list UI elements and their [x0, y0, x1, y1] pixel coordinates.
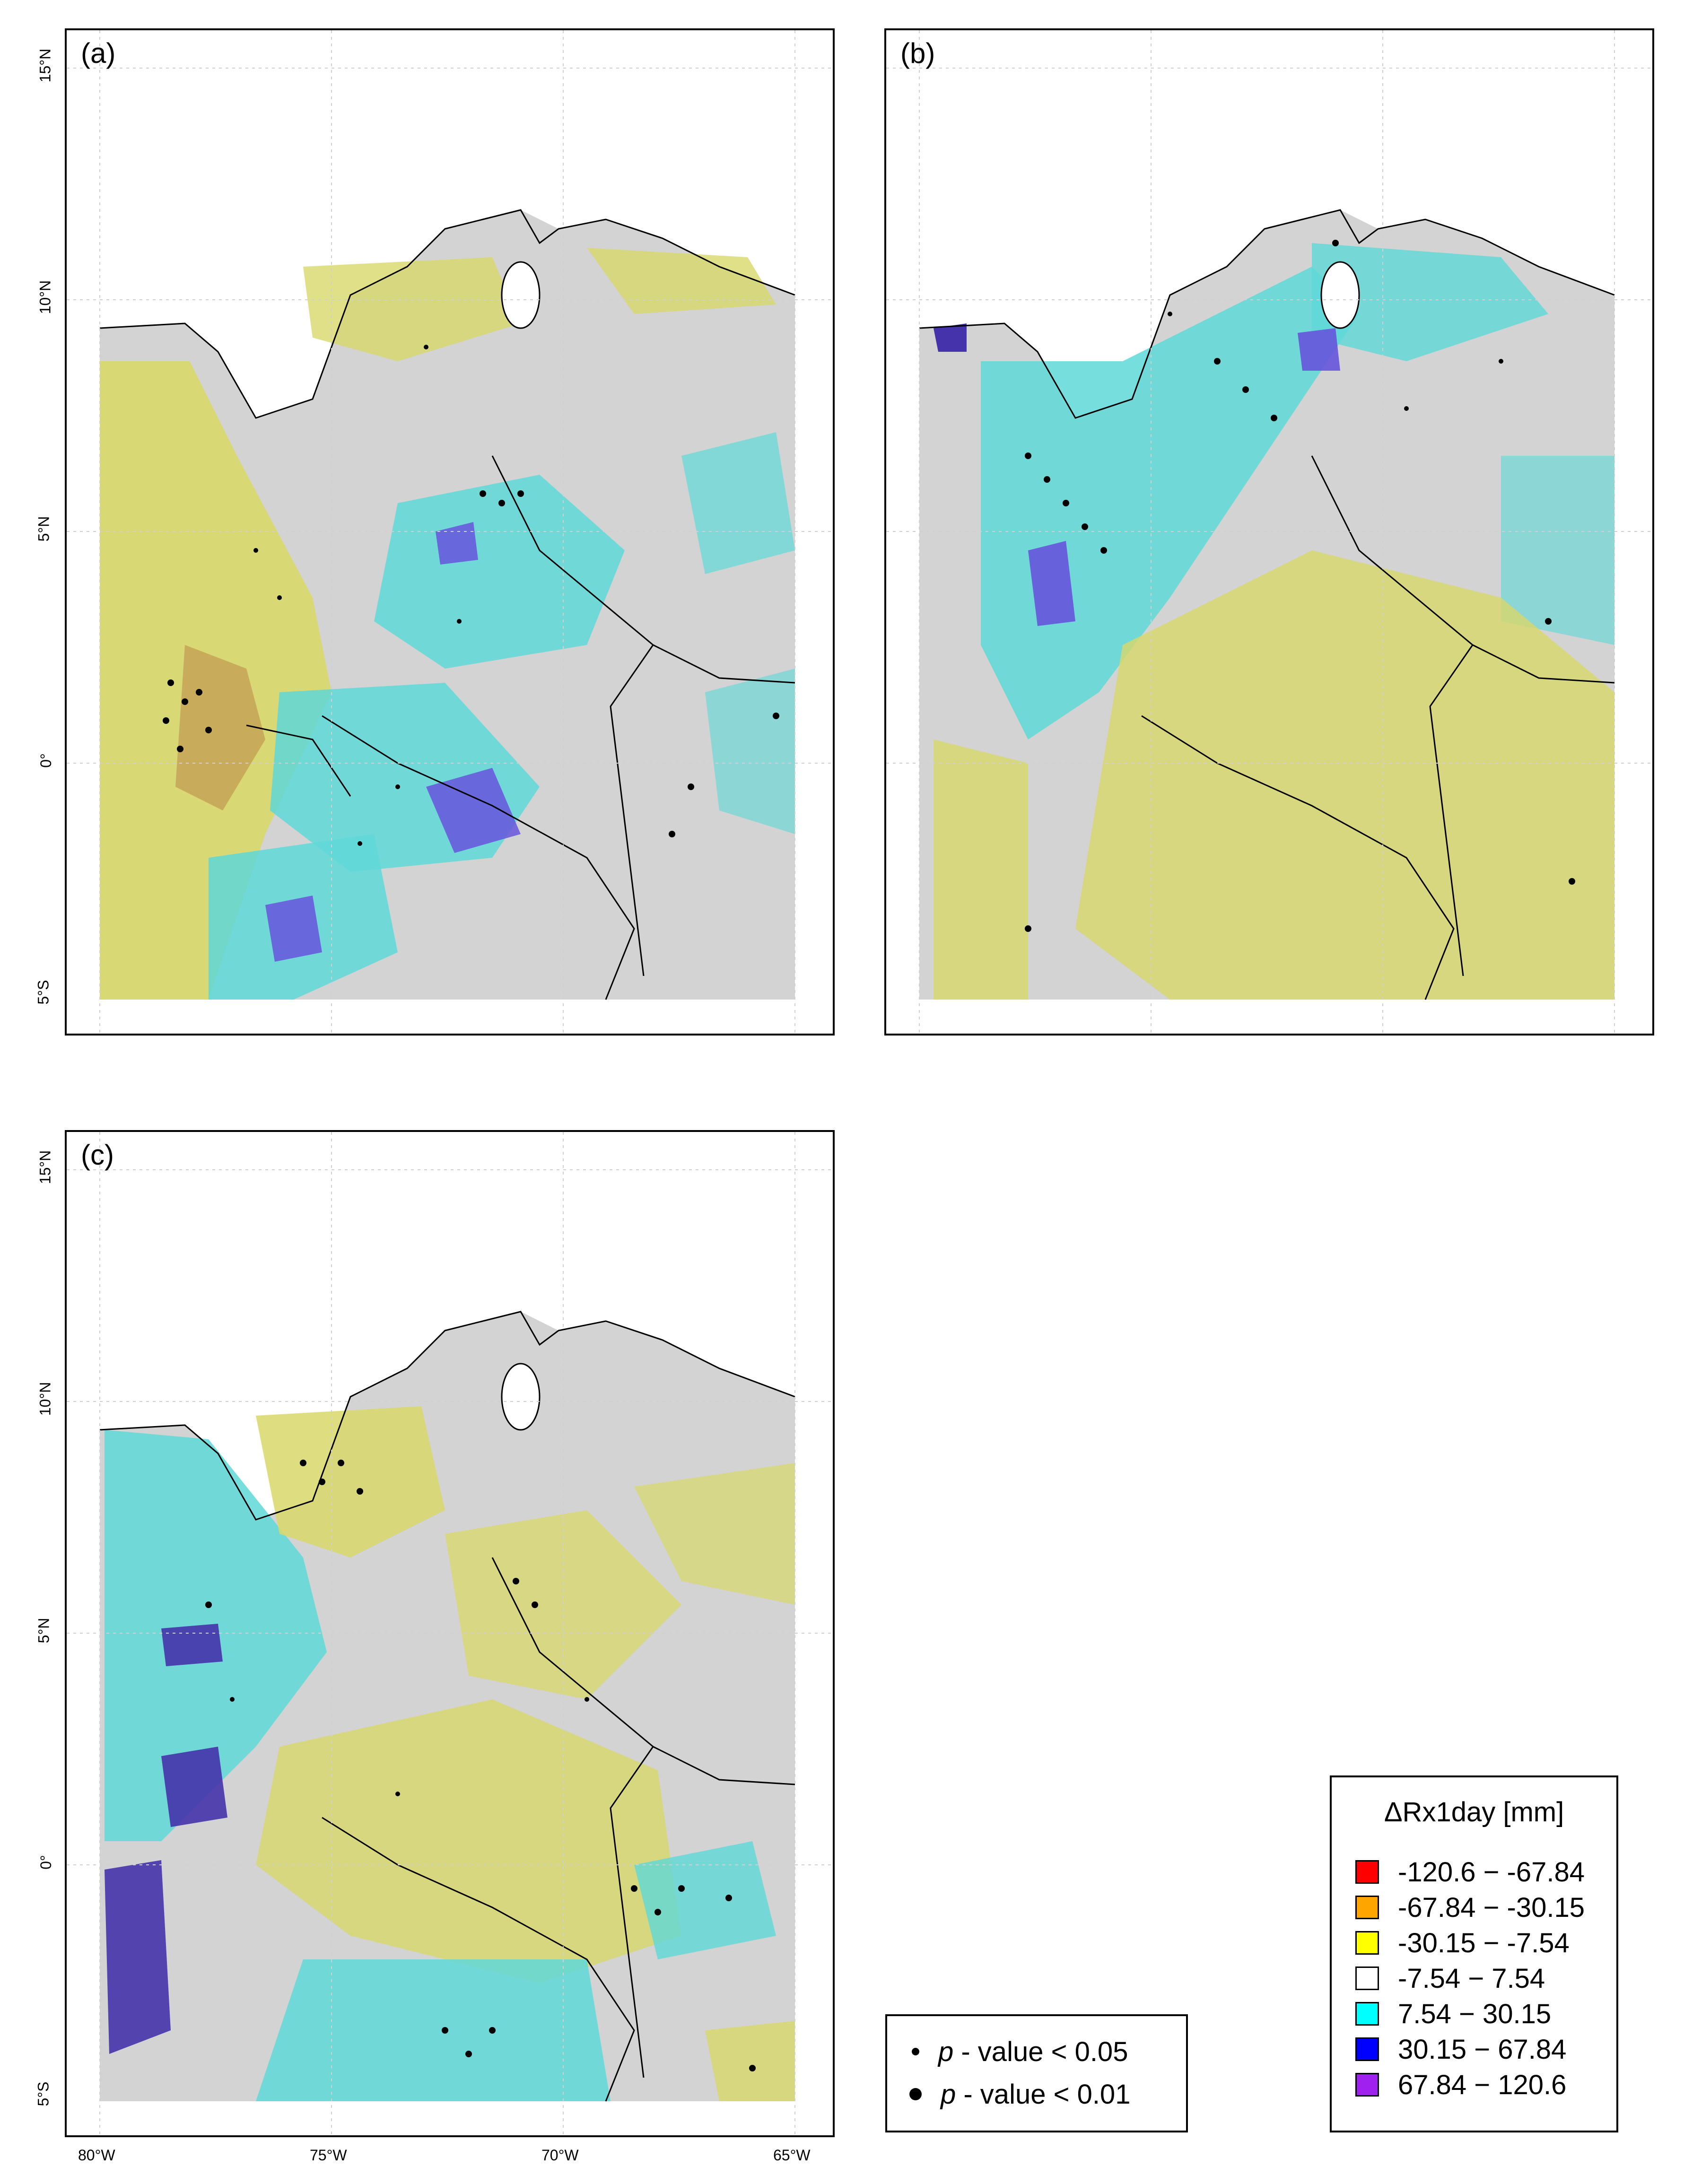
- large-dot-icon: [909, 2088, 922, 2100]
- pvalue-legend: p - value < 0.05 p - value < 0.01: [885, 2014, 1188, 2132]
- lon-label-70w: 70°W: [541, 2147, 579, 2164]
- lon-label-75w: 75°W: [310, 2147, 347, 2164]
- legend-swatch-cyan: [1355, 2002, 1379, 2026]
- color-legend: ΔRx1day [mm] -120.6 − -67.84 -67.84 − -3…: [1330, 1775, 1618, 2132]
- lat-label-0-a: 0°: [37, 753, 54, 768]
- legend-item-1: -120.6 − -67.84: [1355, 1856, 1585, 1888]
- legend-label-7: 67.84 − 120.6: [1398, 2069, 1567, 2100]
- legend-label-2: -67.84 − -30.15: [1398, 1892, 1585, 1923]
- legend-item-4: -7.54 − 7.54: [1355, 1963, 1545, 1994]
- legend-label-4: -7.54 − 7.54: [1398, 1963, 1545, 1994]
- legend-swatch-white: [1355, 1966, 1379, 1990]
- pvalue-text-005: - value < 0.05: [953, 2036, 1128, 2067]
- lat-label-5s-a: 5°S: [35, 980, 52, 1005]
- lon-label-65w: 65°W: [773, 2147, 811, 2164]
- panel-label-a: (a): [81, 37, 116, 69]
- map-b: [886, 30, 1652, 1034]
- legend-item-5: 7.54 − 30.15: [1355, 1998, 1552, 2029]
- legend-swatch-yellow: [1355, 1931, 1379, 1955]
- legend-label-3: -30.15 − -7.54: [1398, 1927, 1570, 1958]
- legend-item-7: 67.84 − 120.6: [1355, 2069, 1567, 2100]
- lat-label-5n-a: 5°N: [35, 516, 52, 542]
- lat-label-0-c: 0°: [37, 1855, 54, 1870]
- lat-label-15n-a: 15°N: [36, 48, 54, 83]
- map-c: [67, 1132, 833, 2135]
- small-dot-icon: [912, 2048, 919, 2055]
- legend-swatch-blue: [1355, 2037, 1379, 2061]
- legend-item-3: -30.15 − -7.54: [1355, 1927, 1570, 1958]
- legend-title: ΔRx1day [mm]: [1384, 1797, 1564, 1827]
- legend-label-6: 30.15 − 67.84: [1398, 2034, 1567, 2065]
- map-panel-c: (c): [65, 1130, 835, 2137]
- map-panel-a: (a): [65, 28, 835, 1035]
- panel-label-b: (b): [900, 37, 935, 69]
- legend-swatch-orange: [1355, 1896, 1379, 1919]
- pvalue-text-001: - value < 0.01: [956, 2079, 1131, 2110]
- lat-label-15n-c: 15°N: [36, 1150, 54, 1184]
- legend-item-6: 30.15 − 67.84: [1355, 2034, 1567, 2065]
- lat-label-10n-a: 10°N: [36, 280, 54, 314]
- panel-label-c: (c): [81, 1139, 114, 1171]
- pvalue-p-005: p: [938, 2036, 954, 2067]
- legend-label-5: 7.54 − 30.15: [1398, 1998, 1552, 2029]
- lon-label-80w: 80°W: [78, 2147, 115, 2164]
- legend-label-1: -120.6 − -67.84: [1398, 1856, 1585, 1888]
- legend-swatch-red: [1355, 1860, 1379, 1884]
- pvalue-p-001: p: [941, 2079, 956, 2110]
- pvalue-legend-item-001: p - value < 0.01: [906, 2078, 1130, 2111]
- pvalue-legend-item-005: p - value < 0.05: [906, 2035, 1128, 2068]
- lat-label-10n-c: 10°N: [36, 1382, 54, 1416]
- lat-label-5s-c: 5°S: [35, 2081, 52, 2106]
- legend-item-2: -67.84 − -30.15: [1355, 1892, 1585, 1923]
- lat-label-5n-c: 5°N: [35, 1618, 52, 1644]
- legend-swatch-purple: [1355, 2073, 1379, 2097]
- map-panel-b: (b): [884, 28, 1654, 1035]
- map-a: [67, 30, 833, 1034]
